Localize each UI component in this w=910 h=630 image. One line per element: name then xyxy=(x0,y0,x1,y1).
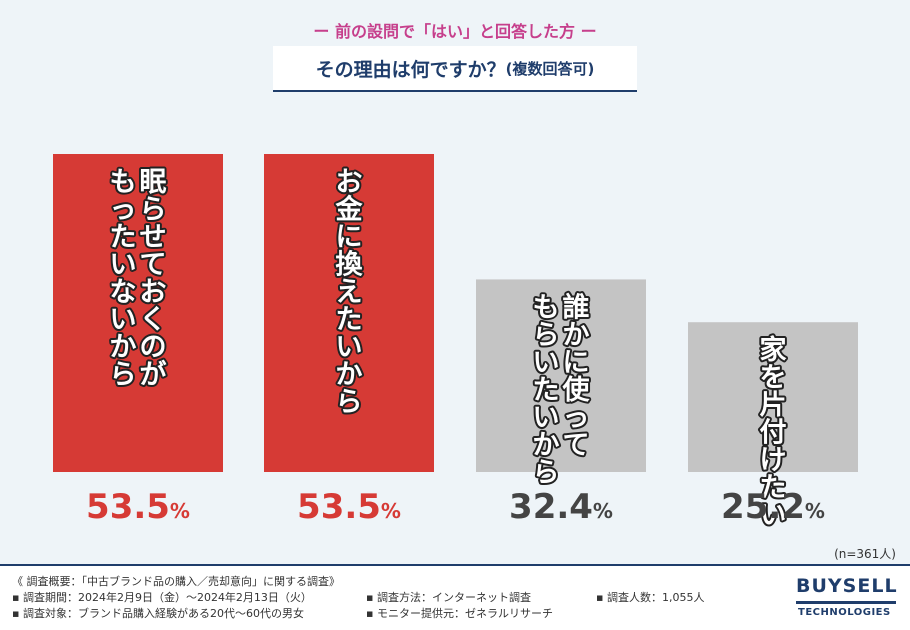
sample-size: (n=361人) xyxy=(834,547,896,561)
company-logo: BUYSELL xyxy=(796,575,898,597)
chart-title: その理由は何ですか？ xyxy=(315,58,506,81)
bar-label-char: な xyxy=(110,277,137,308)
bar-label-char: い xyxy=(110,249,137,280)
bar-label-char: え xyxy=(336,277,363,308)
bar-label-char: を xyxy=(760,363,787,394)
survey-overview: 《 調査概要：「中古ブランド品の購入／売却意向」に関する調査》 xyxy=(12,575,340,588)
bar-label-char: 家 xyxy=(760,334,787,366)
bar-label-char: に xyxy=(563,347,590,378)
bar-label-char: く xyxy=(140,304,167,335)
bar-label-char: い xyxy=(336,332,363,363)
bar-1 xyxy=(53,154,223,472)
bar-label-char: 付 xyxy=(760,418,787,449)
bar-label-char: 換 xyxy=(336,249,364,280)
bar-3 xyxy=(476,279,646,472)
chart-title-box: その理由は何ですか？ (複数回答可) xyxy=(273,46,637,92)
footer-divider xyxy=(0,564,910,566)
bar-label-char: い xyxy=(533,402,560,433)
bar-label-char: お xyxy=(336,167,363,198)
bar-label-char: い xyxy=(760,500,787,531)
bar-label-char: せ xyxy=(140,222,167,253)
bar-label-char: 誰 xyxy=(563,291,590,323)
survey-period: ▪ 調査期間：2024年2月9日（金）〜2024年2月13日（火） xyxy=(12,591,312,604)
bar-label-char: ら xyxy=(336,387,363,418)
bar-label-char: た xyxy=(533,375,560,406)
bar-label-char: も xyxy=(533,292,560,323)
bar-label-char: た xyxy=(760,473,787,504)
chart-title-note: (複数回答可) xyxy=(505,59,595,78)
survey-footer xyxy=(0,564,910,630)
logo-underline xyxy=(796,601,896,604)
value-label-1: 53.5% xyxy=(86,487,190,527)
bar-label-char: た xyxy=(336,304,363,335)
bar-label-char: か xyxy=(110,332,137,363)
value-label-4: 25.2% xyxy=(721,487,825,527)
bar-label-char: の xyxy=(140,332,167,363)
bar-label-char: が xyxy=(140,358,167,390)
bar-label-char: ら xyxy=(110,359,137,390)
bar-label-char: け xyxy=(760,445,787,476)
bar-label-char: い xyxy=(533,347,560,378)
bar-label-char: っ xyxy=(110,194,137,225)
survey-target: ▪ 調査対象：ブランド品購入経験がある20代〜60代の男女 xyxy=(12,607,304,620)
bar-label-char: か xyxy=(563,320,590,351)
bar-label-char: ら xyxy=(140,194,167,225)
bar-label-char: た xyxy=(110,222,137,253)
survey-method: ▪ 調査方法：インターネット調査 xyxy=(366,591,531,604)
bar-label-char: い xyxy=(110,304,137,335)
value-label-2: 53.5% xyxy=(297,487,401,527)
bar-label-char: て xyxy=(140,249,167,280)
bar-4 xyxy=(688,322,858,472)
bar-label-char: 片 xyxy=(760,390,787,421)
bar-label-char: て xyxy=(563,430,590,461)
value-label-3: 32.4% xyxy=(509,487,613,527)
bar-label-char: に xyxy=(336,222,363,253)
bar-label-char: も xyxy=(110,167,137,198)
bar-label-char: っ xyxy=(563,402,590,433)
bar-label-char: ら xyxy=(533,457,560,488)
bar-2 xyxy=(264,154,434,472)
bar-chart: 眠らせておくのがもったいないから53.5%お金に換えたいから53.5%誰かに使っ… xyxy=(53,154,858,533)
bar-label-char: お xyxy=(140,277,167,308)
company-logo-sub: TECHNOLOGIES xyxy=(798,607,891,618)
bar-label-char: ら xyxy=(533,320,560,351)
bar-label-char: 金 xyxy=(335,193,364,225)
survey-count: ▪ 調査人数：1,055人 xyxy=(596,591,705,604)
bar-label-char: 眠 xyxy=(140,167,167,198)
chart-subtitle: ー 前の設問で「はい」と回答した方 ー xyxy=(313,22,597,41)
bar-label-char: 使 xyxy=(562,375,591,406)
bar-label-char: か xyxy=(336,359,363,390)
survey-provider: ▪ モニター提供元：ゼネラルリサーチ xyxy=(366,607,553,620)
bar-label-char: か xyxy=(533,430,560,461)
